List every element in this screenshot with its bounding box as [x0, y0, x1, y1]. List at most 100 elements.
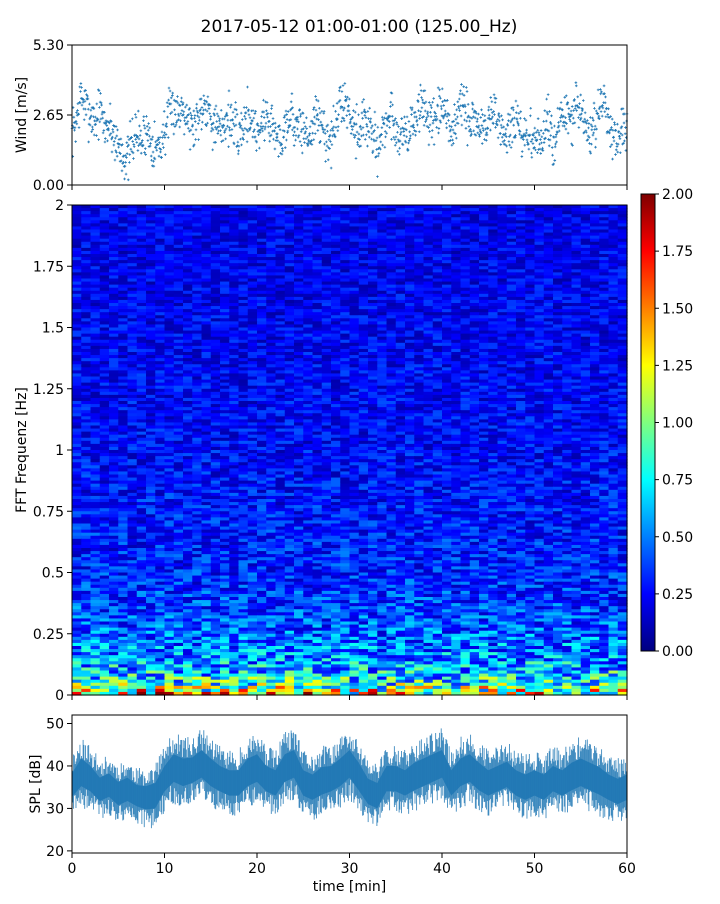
wind-point — [121, 170, 124, 173]
wind-point — [185, 104, 188, 107]
wind-point — [594, 125, 597, 128]
wind-point — [558, 130, 561, 133]
wind-point — [512, 124, 515, 127]
wind-point — [430, 115, 433, 118]
wind-point — [390, 138, 393, 141]
wind-point — [405, 135, 408, 138]
wind-point — [361, 117, 364, 120]
wind-point — [130, 148, 133, 151]
wind-point — [331, 143, 334, 146]
wind-point — [428, 101, 431, 104]
wind-point — [134, 138, 137, 141]
wind-point — [189, 148, 192, 151]
wind-point — [395, 136, 398, 139]
wind-point — [304, 125, 307, 128]
wind-point — [114, 137, 117, 140]
wind-point — [476, 120, 479, 123]
wind-point — [398, 153, 401, 156]
wind-point — [346, 127, 349, 130]
wind-point — [500, 124, 503, 127]
wind-point — [535, 131, 538, 134]
wind-point — [538, 131, 541, 134]
wind-point — [174, 113, 177, 116]
wind-point — [539, 152, 542, 155]
wind-point — [624, 132, 627, 135]
wind-point — [619, 137, 622, 140]
wind-point — [158, 141, 161, 144]
wind-point — [80, 86, 83, 89]
wind-point — [198, 119, 201, 122]
wind-point — [294, 139, 297, 142]
wind-point — [335, 126, 338, 129]
wind-point — [470, 130, 473, 133]
wind-point — [468, 125, 471, 128]
wind-point — [508, 140, 511, 143]
wind-point — [85, 114, 88, 117]
wind-point — [187, 120, 190, 123]
wind-point — [261, 130, 264, 133]
wind-point — [300, 130, 303, 133]
wind-point — [138, 125, 141, 128]
wind-point — [498, 112, 501, 115]
wind-point — [252, 117, 255, 120]
wind-point — [116, 129, 119, 132]
wind-point — [124, 161, 127, 164]
wind-point — [325, 149, 328, 152]
wind-point — [244, 127, 247, 130]
wind-point — [143, 115, 146, 118]
wind-point — [234, 116, 237, 119]
wind-point — [157, 143, 160, 146]
wind-point — [323, 143, 326, 146]
wind-point — [305, 116, 308, 119]
wind-point — [619, 132, 622, 135]
wind-point — [544, 109, 547, 112]
wind-point — [103, 129, 106, 132]
wind-point — [458, 109, 461, 112]
wind-point — [91, 126, 94, 129]
wind-point — [120, 138, 123, 141]
wind-point — [416, 124, 419, 127]
wind-point — [522, 138, 525, 141]
wind-point — [330, 129, 333, 132]
wind-point — [292, 113, 295, 116]
wind-point — [73, 116, 76, 119]
wind-point — [507, 119, 510, 122]
wind-point — [358, 133, 361, 136]
wind-point — [190, 114, 193, 117]
wind-point — [363, 109, 366, 112]
wind-point — [547, 93, 550, 96]
wind-point — [287, 130, 290, 133]
wind-point — [264, 101, 267, 104]
wind-point — [530, 140, 533, 143]
wind-point — [491, 100, 494, 103]
wind-point — [236, 113, 239, 116]
wind-point — [328, 138, 331, 141]
wind-point — [76, 122, 79, 125]
wind-point — [356, 141, 359, 144]
wind-point — [548, 110, 551, 113]
wind-point — [326, 130, 329, 133]
wind-point — [265, 109, 268, 112]
wind-point — [269, 125, 272, 128]
wind-point — [163, 131, 166, 134]
wind-point — [249, 116, 252, 119]
wind-markers — [71, 81, 629, 181]
wind-point — [412, 133, 415, 136]
wind-point — [391, 104, 394, 107]
wind-point — [595, 138, 598, 141]
wind-point — [214, 108, 217, 111]
wind-point — [228, 90, 231, 93]
wind-point — [217, 115, 220, 118]
spectrogram-cells — [72, 205, 628, 696]
wind-point — [93, 134, 96, 137]
wind-point — [78, 126, 81, 129]
wind-point — [352, 125, 355, 128]
wind-point — [376, 175, 379, 178]
wind-point — [83, 118, 86, 121]
wind-point — [94, 116, 97, 119]
wind-point — [197, 138, 200, 141]
wind-point — [618, 135, 621, 138]
wind-point — [397, 125, 400, 128]
wind-point — [531, 138, 534, 141]
